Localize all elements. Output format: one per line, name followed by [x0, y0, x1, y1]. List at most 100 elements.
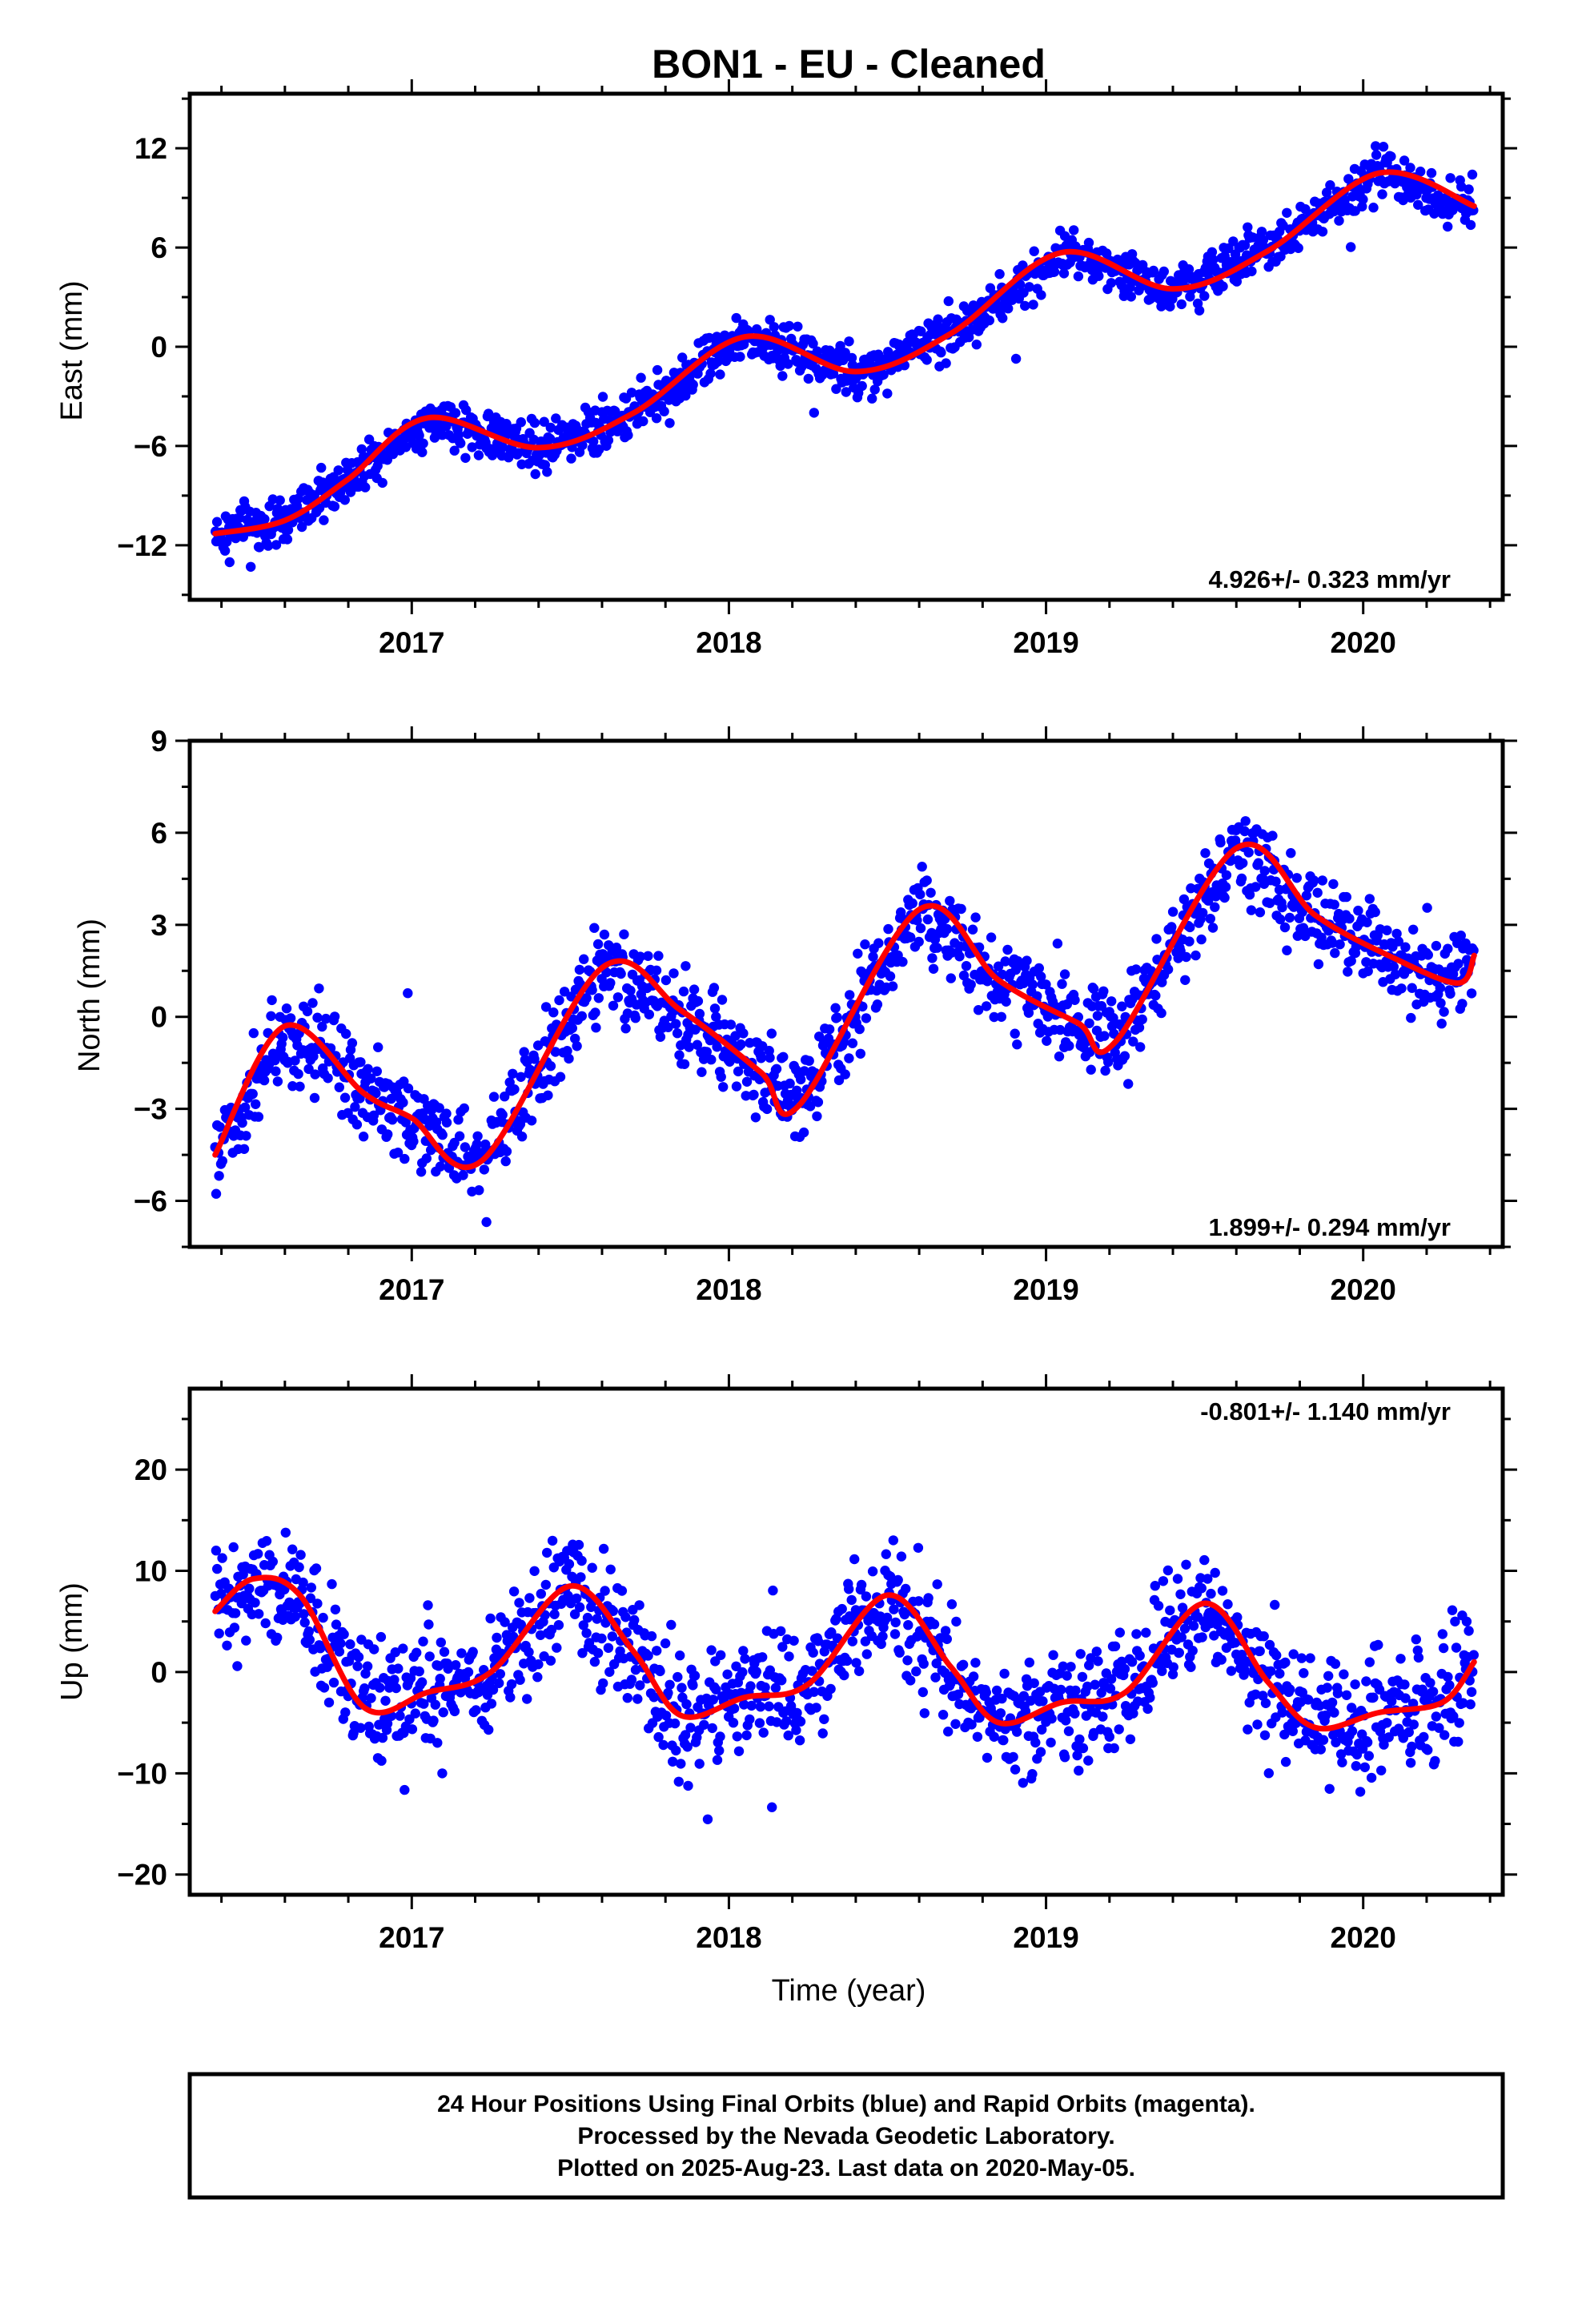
up-point [1174, 1647, 1185, 1658]
east-point [461, 404, 472, 416]
up-point [1175, 1589, 1186, 1600]
north-point [1167, 907, 1178, 917]
east-xtick-label: 2020 [1331, 626, 1396, 659]
up-point [781, 1716, 792, 1727]
north-point [765, 1052, 775, 1063]
east-point [984, 315, 995, 326]
north-point [1445, 988, 1456, 999]
east-point [1014, 279, 1026, 290]
up-point [596, 1633, 607, 1644]
up-point [776, 1626, 786, 1637]
up-point [253, 1549, 263, 1559]
up-point [1362, 1737, 1373, 1747]
north-point [1246, 905, 1257, 915]
east-point [1223, 243, 1234, 254]
up-point [505, 1692, 516, 1703]
north-point [1343, 967, 1353, 977]
up-point [232, 1661, 243, 1671]
north-point [1207, 923, 1219, 933]
up-point [506, 1679, 517, 1690]
up-point [737, 1667, 748, 1678]
north-point [1023, 1007, 1034, 1019]
up-point [576, 1555, 587, 1566]
north-point [1106, 1021, 1118, 1031]
up-point [328, 1677, 339, 1688]
up-rate-label: -0.801+/- 1.140 mm/yr [1200, 1397, 1451, 1425]
north-point [1001, 996, 1011, 1007]
north-point [671, 1019, 681, 1029]
up-point [1376, 1765, 1387, 1775]
up-point [1145, 1692, 1155, 1703]
north-point [1282, 945, 1292, 955]
up-point [694, 1759, 705, 1769]
up-point [1447, 1605, 1458, 1615]
north-point [593, 993, 604, 1003]
north-point [570, 1033, 580, 1044]
north-point [1236, 873, 1247, 884]
up-axes: 2017 2018 2019 2020 −20 −10 0 10 20 [117, 1374, 1517, 1954]
north-point [387, 1115, 398, 1125]
north-point [526, 1116, 537, 1126]
up-point [1364, 1657, 1375, 1667]
north-point [608, 1000, 619, 1011]
up-point [1405, 1758, 1416, 1768]
up-point [930, 1672, 941, 1683]
up-point [592, 1648, 604, 1659]
north-point [705, 1035, 716, 1046]
east-point [1228, 236, 1239, 247]
up-point [303, 1626, 314, 1637]
east-point [1024, 282, 1034, 292]
up-point [603, 1642, 614, 1653]
east-fit-line [212, 169, 1477, 537]
north-point [716, 1072, 726, 1082]
north-ytick-label: 3 [151, 909, 167, 942]
north-point [761, 1104, 773, 1115]
up-point [1056, 1684, 1066, 1695]
north-point [516, 1072, 526, 1083]
up-point [1458, 1698, 1468, 1708]
north-point [612, 992, 624, 1003]
up-point [630, 1664, 641, 1675]
up-point [1332, 1688, 1343, 1699]
north-point [214, 1171, 224, 1181]
north-point [840, 1069, 850, 1080]
up-point [1339, 1669, 1349, 1679]
east-point [933, 314, 943, 324]
north-point [1135, 1042, 1146, 1052]
north-fit-line [212, 841, 1477, 1171]
east-point [275, 495, 285, 505]
up-point [1322, 1683, 1333, 1693]
north-point [1243, 847, 1254, 858]
up-point [366, 1693, 376, 1703]
up-point [488, 1684, 499, 1695]
up-point [1070, 1708, 1080, 1719]
east-point [1467, 169, 1478, 180]
east-point [783, 359, 793, 369]
up-point [1252, 1719, 1263, 1730]
north-point [1436, 1019, 1447, 1029]
north-point [1099, 1031, 1110, 1041]
east-point [566, 453, 576, 464]
east-point [329, 501, 340, 512]
up-point [881, 1549, 892, 1559]
north-point [400, 1153, 410, 1164]
north-point [1210, 902, 1220, 912]
north-point [766, 1028, 777, 1039]
north-point [587, 985, 597, 995]
north-point [927, 953, 938, 963]
up-point [1425, 1678, 1435, 1688]
east-point [943, 296, 954, 307]
up-point [998, 1735, 1009, 1746]
north-point [355, 1057, 366, 1068]
north-point [540, 1002, 552, 1012]
up-point [789, 1635, 799, 1646]
up-point [435, 1674, 445, 1684]
up-point [745, 1714, 755, 1725]
up-point [1239, 1665, 1250, 1675]
up-point [1074, 1734, 1085, 1745]
north-point [434, 1103, 444, 1113]
north-point [693, 995, 704, 1007]
up-point [582, 1612, 593, 1623]
north-point [564, 1053, 574, 1064]
up-point [1403, 1727, 1415, 1738]
